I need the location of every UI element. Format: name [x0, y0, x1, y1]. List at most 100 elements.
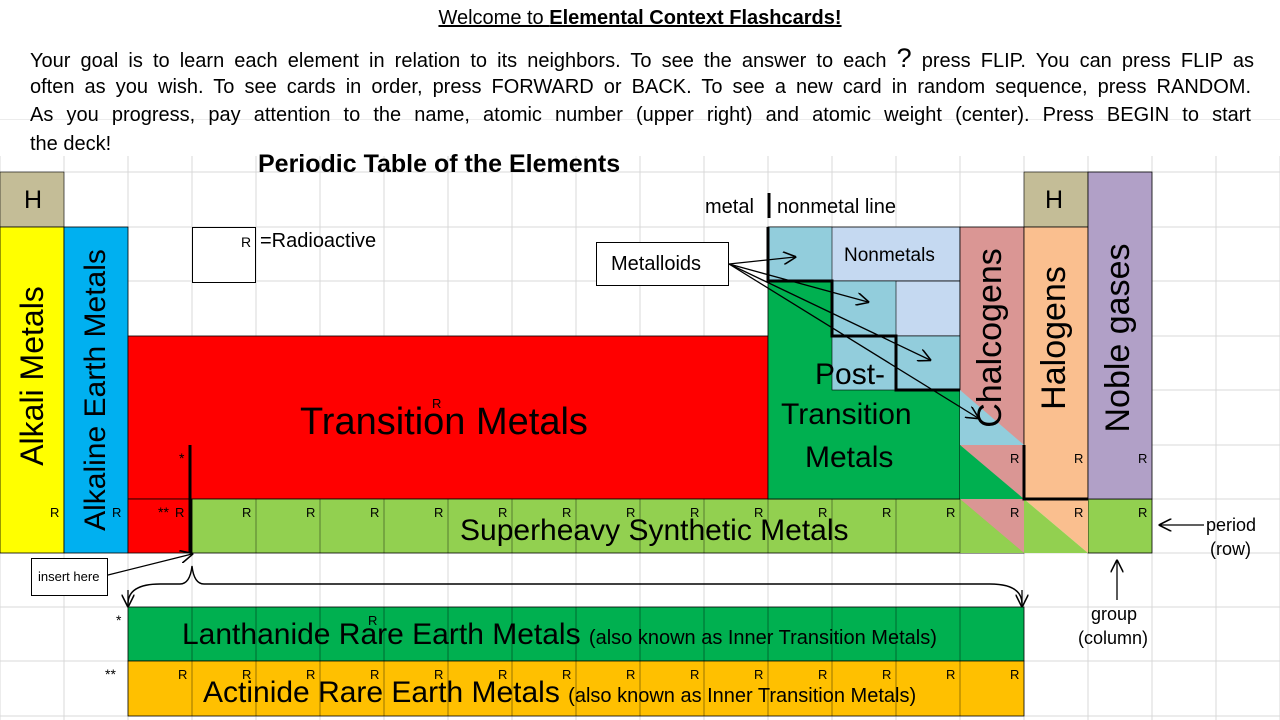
radioactive-legend-r: R [241, 234, 252, 250]
radioactive-r-mark: R [1010, 667, 1020, 682]
radioactive-r-mark: R [1138, 505, 1148, 520]
instructions-line-3: As you progress, pay attention to the na… [30, 104, 1251, 126]
radioactive-r-mark: R [370, 505, 380, 520]
alkali-metals-block [0, 226, 65, 554]
alkaline-earth-block [63, 226, 129, 554]
group-label: group [1091, 604, 1138, 624]
period-label: period [1206, 515, 1257, 535]
radioactive-r-mark: R [178, 667, 188, 682]
lanthanide-label: Lanthanide Rare Earth Metals (also known… [182, 618, 937, 651]
metalloid-arrow-b [728, 257, 795, 264]
insert-here-callout [31, 558, 108, 596]
actinide-placeholder-cell [127, 498, 193, 554]
metal-nonmetal-staircase [766, 227, 960, 392]
radioactive-r-mark: R [818, 667, 828, 682]
post-transition-label-3: Metals [805, 441, 894, 474]
radioactive-r-mark: R [242, 505, 252, 520]
alkali-metals-label: Alkali Metals [14, 286, 50, 466]
lanthanide-placeholder-star: * [179, 450, 185, 466]
radioactive-r-mark: R [432, 396, 442, 411]
chalcogens-block [959, 226, 1025, 500]
radioactive-r-mark: R [368, 613, 378, 628]
metalloid-arrow-te [728, 263, 978, 418]
row-label: (row) [1210, 539, 1251, 559]
metalloid-cell-si [831, 280, 897, 337]
radioactive-r-mark: R [50, 505, 60, 520]
halogens-block [1023, 226, 1089, 500]
metal-label: metal [705, 196, 754, 218]
halogen-boundary-line [1022, 445, 1088, 501]
alkaline-earth-metals-label: Alkaline Earth Metals [79, 249, 112, 531]
radioactive-r-mark: R [754, 667, 764, 682]
superheavy-row [191, 498, 1025, 554]
table-title: Periodic Table of the Elements [258, 150, 621, 178]
radioactive-r-mark: R [690, 667, 700, 682]
column-label: (column) [1078, 628, 1149, 648]
welcome-heading: Welcome to Elemental Context Flashcards! [0, 7, 1280, 30]
actinide-placeholder-stars: ** [158, 504, 169, 520]
radioactive-r-mark: R [754, 505, 764, 520]
metalloids-label: Metalloids [611, 253, 702, 275]
radioactive-r-mark: R [306, 667, 316, 682]
instructions-line-4: the deck! [30, 133, 112, 155]
post-transition-label-1: Post- [815, 358, 886, 391]
lanthanide-row-star: * [116, 612, 122, 628]
radioactive-r-mark: R [562, 505, 572, 520]
welcome-prefix: Welcome to [438, 7, 550, 29]
nonmetals-label: Nonmetals [844, 245, 935, 266]
radioactive-r-mark: R [1010, 451, 1020, 466]
metalloid-cell-b [767, 226, 833, 282]
instructions-line-1: Your goal is to learn each element in re… [30, 43, 1254, 73]
post-transition-po-triangle [960, 445, 1024, 499]
insert-here-label: insert here [38, 569, 100, 584]
radioactive-r-mark: R [690, 505, 700, 520]
intro-backdrop [0, 120, 1280, 156]
radioactive-r-mark: R [1138, 451, 1148, 466]
insertion-bracket [127, 565, 1023, 605]
radioactive-legend-box [192, 227, 256, 283]
metalloid-cell-ge [831, 335, 897, 391]
radioactive-r-mark: R [1074, 505, 1084, 520]
radioactive-r-mark: R [562, 667, 572, 682]
actinide-row-stars: ** [105, 666, 116, 682]
radioactive-r-mark: R [626, 505, 636, 520]
superheavy-ts-triangle [1024, 499, 1088, 553]
radioactive-r-mark: R [882, 505, 892, 520]
metalloid-cell-as [895, 335, 961, 391]
question-mark-glyph: ? [896, 43, 912, 73]
transition-metals-block [127, 335, 769, 500]
hydrogen-cell-right [1023, 171, 1089, 228]
noble-gases-label: Noble gases [1099, 243, 1137, 433]
radioactive-r-mark: R [1074, 451, 1084, 466]
superheavy-label: Superheavy Synthetic Metals [460, 514, 849, 547]
radioactive-r-mark: R [306, 505, 316, 520]
nonmetal-line-label: nonmetal line [777, 196, 896, 218]
metalloid-arrow-si [728, 263, 868, 302]
metalloids-callout [596, 242, 729, 286]
radioactive-r-mark: R [946, 667, 956, 682]
radioactive-r-mark: R [242, 667, 252, 682]
radioactive-r-mark: R [498, 667, 508, 682]
insert-here-arrow [103, 554, 192, 577]
superheavy-noble-cell [1087, 498, 1153, 554]
hydrogen-right-symbol: H [1045, 186, 1064, 214]
radioactive-r-mark: R [370, 667, 380, 682]
radioactive-r-mark: R [818, 505, 828, 520]
radioactive-r-mark: R [1010, 505, 1020, 520]
chalcogens-label: Chalcogens [971, 248, 1009, 428]
radioactive-r-mark: R [434, 505, 444, 520]
radioactive-legend-label: =Radioactive [260, 230, 377, 252]
radioactive-r-mark: R [175, 505, 185, 520]
actinide-label: Actinide Rare Earth Metals (also known a… [203, 676, 917, 709]
metalloid-te-triangle [960, 390, 1024, 445]
halogens-label: Halogens [1035, 266, 1073, 410]
welcome-app-name: Elemental Context Flashcards! [549, 7, 842, 29]
hydrogen-left-symbol: H [24, 186, 43, 214]
noble-gases-block [1087, 171, 1153, 500]
radioactive-r-mark: R [946, 505, 956, 520]
radioactive-r-mark: R [434, 667, 444, 682]
radioactive-r-mark: R [626, 667, 636, 682]
superheavy-lv-triangle [960, 499, 1024, 553]
